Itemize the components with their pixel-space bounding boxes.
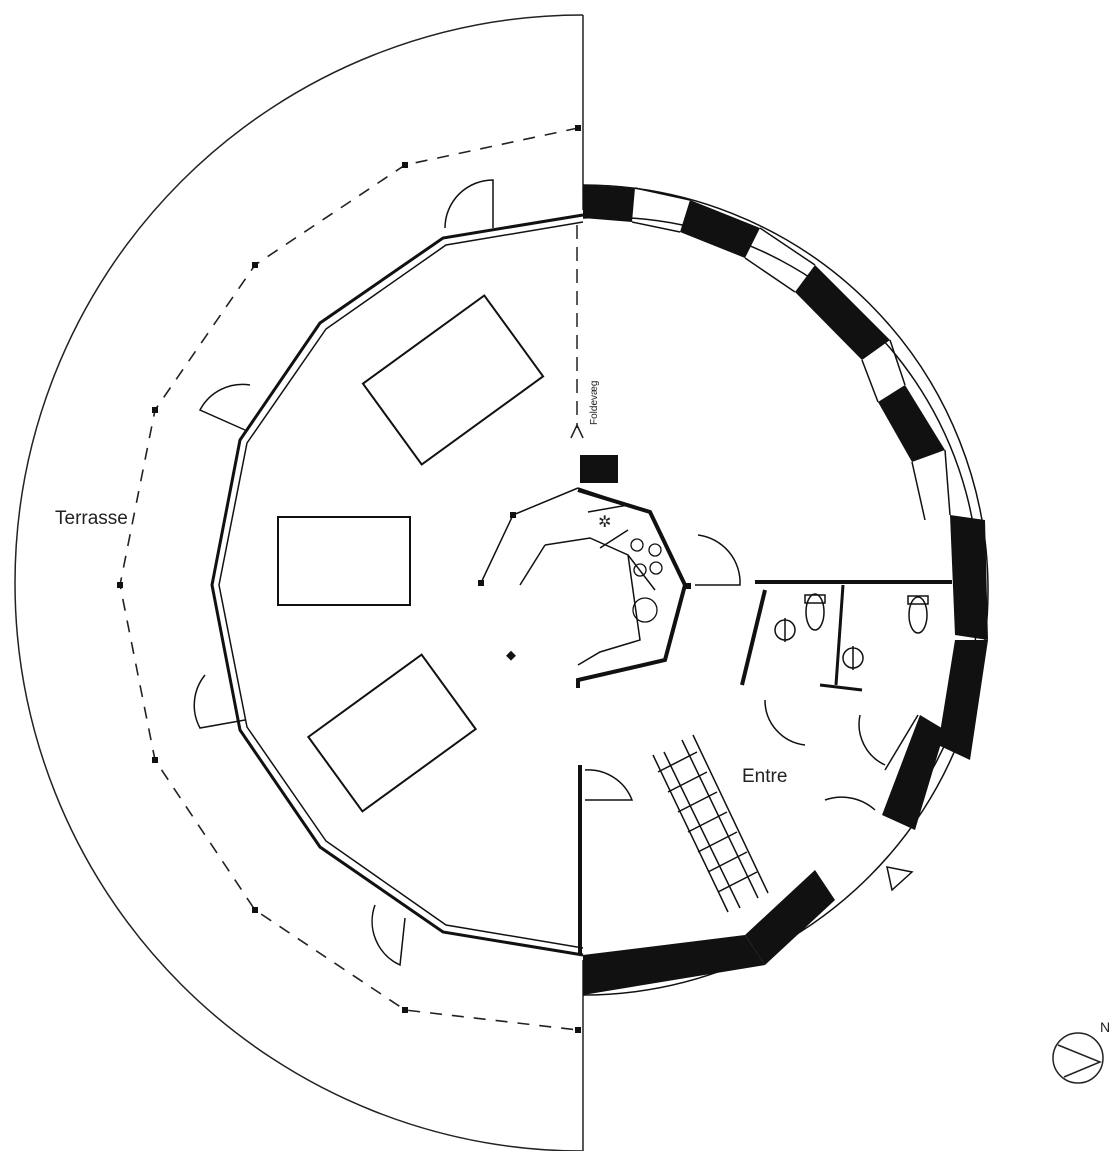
table-middle	[277, 516, 411, 606]
west-doors	[193, 179, 494, 967]
east-wall	[582, 184, 989, 996]
north-label: N	[1100, 1019, 1110, 1035]
terrace-posts	[117, 125, 581, 1033]
folding-wall-arrow	[570, 423, 584, 439]
kitchen-wall-thick	[577, 488, 687, 586]
terrace-outer-arc	[14, 14, 584, 1151]
stove-icon: ✲	[598, 514, 611, 531]
kitchen-wall-thick-lower	[576, 584, 687, 688]
compass-north-icon: N	[1052, 1019, 1110, 1084]
kitchen-door	[695, 534, 741, 586]
column-dots	[478, 512, 691, 661]
entrance-label: Entre	[742, 766, 787, 787]
west-wall-inner	[218, 221, 584, 949]
toilet-walls	[740, 580, 952, 692]
table-bottom	[306, 653, 478, 813]
toilet-icons	[774, 593, 929, 670]
chimney-block	[580, 455, 618, 483]
terrace-label: Terrasse	[55, 508, 128, 529]
folding-wall-label: Foldevæg	[589, 381, 600, 425]
entry-door-swing	[584, 769, 634, 801]
west-wall-outer	[210, 213, 584, 957]
entrance-marker	[886, 866, 914, 892]
staircase	[652, 734, 769, 913]
table-top	[361, 294, 545, 466]
sink-icon	[630, 538, 663, 623]
toilet-doors	[764, 699, 919, 811]
